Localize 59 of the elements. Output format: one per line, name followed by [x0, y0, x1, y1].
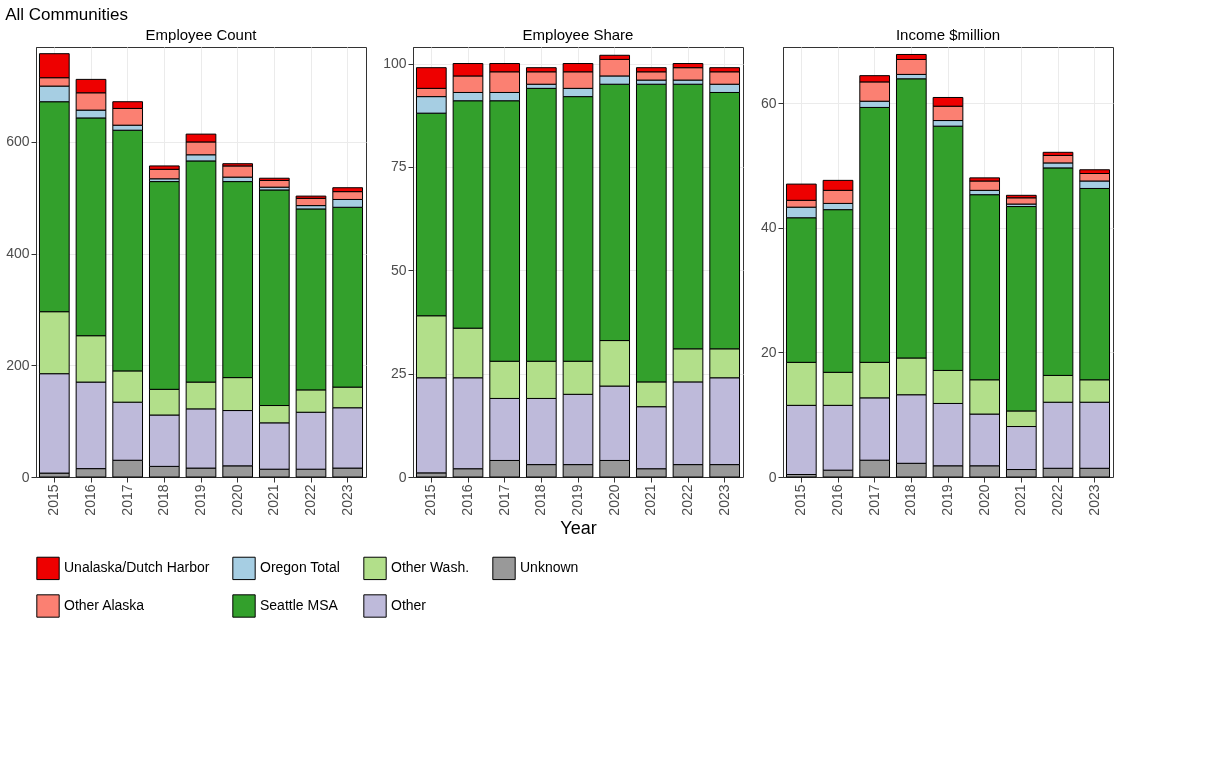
y-tick-label: 75	[390, 158, 407, 175]
x-tick-label: 2020	[228, 484, 245, 516]
x-tick-label: 2015	[792, 484, 809, 516]
x-axis-title: Year	[560, 517, 597, 538]
x-tick-label: 2021	[265, 484, 282, 516]
x-tick-label: 2019	[192, 484, 208, 516]
y-tick-label: 20	[760, 343, 777, 360]
x-tick-label: 2017	[865, 484, 882, 516]
bar	[258, 179, 290, 188]
legend-label: Unknown	[520, 559, 579, 576]
y-tick-label: 25	[390, 365, 407, 382]
y-tick-label: 50	[390, 261, 407, 278]
y-tick-label: 0	[21, 468, 30, 485]
x-tick-label: 2016	[459, 484, 475, 516]
chart-title: Income $million	[895, 26, 1001, 43]
x-tick-label: 2021	[642, 484, 659, 516]
x-tick-label: 2023	[1085, 484, 1102, 516]
x-tick-label: 2020	[605, 484, 622, 516]
bar	[1005, 197, 1037, 205]
x-tick-label: 2019	[939, 484, 955, 516]
legend-label: Seattle MSA	[260, 597, 339, 613]
x-tick-label: 2018	[155, 484, 172, 516]
y-tick-label: 60	[760, 94, 777, 111]
x-tick-label: 2020	[975, 484, 992, 516]
legend-label: Oregon Total	[260, 559, 340, 576]
x-tick-label: 2017	[495, 484, 512, 516]
x-tick-label: 2022	[302, 484, 318, 516]
y-tick-label: 40	[760, 219, 777, 236]
legend-label: Other	[391, 597, 427, 613]
y-tick-label: 0	[768, 468, 777, 485]
legend-label: Other Wash.	[391, 559, 470, 576]
legend-label: Other Alaska	[64, 597, 145, 613]
y-tick-label: 600	[6, 133, 30, 150]
chart-title: Employee Share	[522, 26, 634, 43]
x-tick-label: 2015	[422, 484, 439, 516]
legend-label: Unalaska/Dutch Harbor	[64, 559, 210, 576]
chart-title: Employee Count	[145, 26, 258, 43]
text: All Communities	[5, 4, 128, 24]
bar	[672, 67, 704, 81]
y-tick-label: 0	[398, 468, 407, 485]
x-tick-label: 2019	[569, 484, 585, 516]
bar	[635, 71, 667, 81]
bar	[895, 58, 927, 75]
x-tick-label: 2015	[45, 484, 62, 516]
y-tick-label: 100	[383, 55, 407, 72]
y-tick-label: 200	[6, 356, 30, 373]
x-tick-label: 2018	[532, 484, 549, 516]
x-tick-label: 2023	[338, 484, 355, 516]
bar	[222, 165, 254, 178]
bar	[525, 71, 557, 85]
y-tick-label: 400	[6, 245, 30, 262]
x-tick-label: 2018	[902, 484, 919, 516]
x-tick-label: 2022	[679, 484, 695, 516]
x-tick-label: 2016	[82, 484, 98, 516]
x-tick-label: 2022	[1049, 484, 1065, 516]
x-tick-label: 2021	[1012, 484, 1029, 516]
x-tick-label: 2017	[118, 484, 135, 516]
x-tick-label: 2016	[829, 484, 845, 516]
x-tick-label: 2023	[715, 484, 732, 516]
